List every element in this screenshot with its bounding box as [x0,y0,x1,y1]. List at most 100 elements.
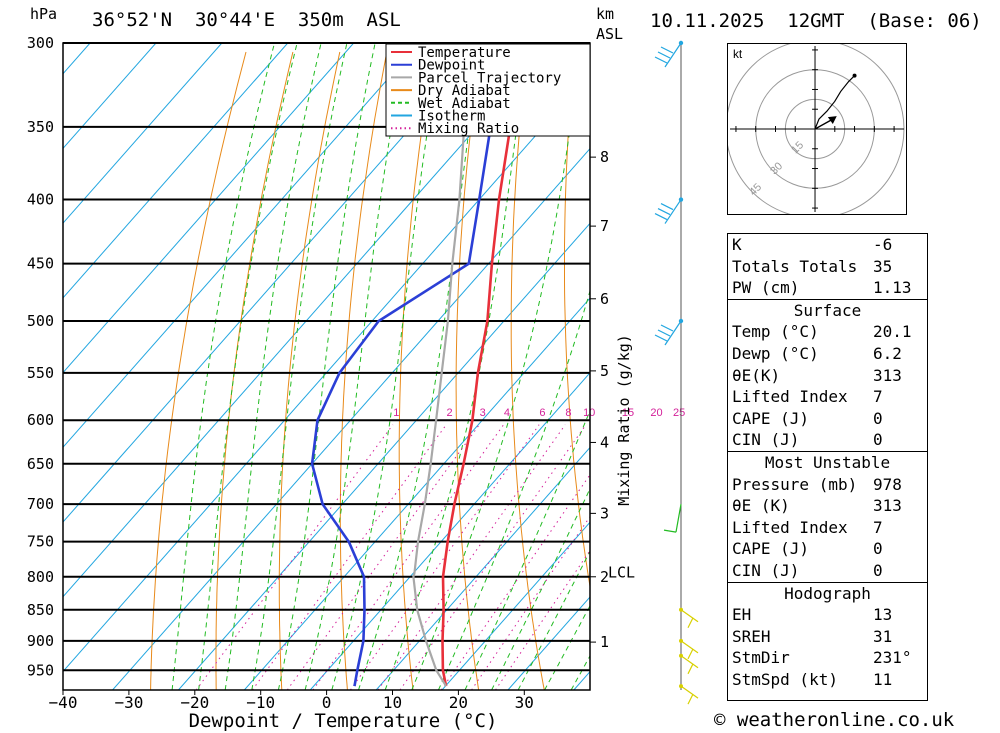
km-label: 5 [600,362,609,380]
legend-label: Wet Adiabat [418,96,511,112]
wet-adiabat-line [277,43,376,690]
table-row: PW (cm) 1.13 [728,277,927,299]
x-tick-label: 20 [449,693,468,712]
x-axis-title: Dewpoint / Temperature (°C) [189,710,498,732]
wet-adiabat-line [331,43,443,690]
mixing-ratio-label: 10 [583,407,595,419]
pressure-label: 900 [27,632,54,650]
mixing-ratio-label: 2 [447,407,453,419]
wet-adiabat-line [517,550,590,690]
km-label: 6 [600,290,609,308]
isotherm-line [63,73,590,673]
km-label: km [596,5,615,23]
row-label: θE (K) [732,496,790,516]
hpa-label: hPa [30,5,58,23]
row-label: CAPE (J) [732,539,810,559]
x-tick-label: −30 [114,693,143,712]
legend-label: Isotherm [418,109,485,125]
row-value: 35 [873,256,893,276]
row-label: Lifted Index [732,387,848,407]
dry-adiabat-line [564,51,590,590]
pressure-label: 350 [27,118,54,136]
wind-barb-flag [687,693,694,705]
km-label: 1 [600,633,609,651]
row-value: 7 [873,517,883,537]
hodograph-endpoint [852,73,857,78]
dry-adiabat-line [278,51,341,690]
pressure-label: 750 [27,533,54,551]
row-value: 978 [873,474,902,494]
row-value: 31 [873,626,893,646]
mixing-ratio-line [349,424,540,690]
row-label: EH [732,605,752,625]
mixing-ratio-label: 8 [565,407,571,419]
row-label: CIN (J) [732,430,800,450]
isotherm-line [63,43,223,224]
km-label: 2 [600,568,609,586]
table-row: StmSpd (kt) 11 [728,669,927,691]
wet-adiabat-line [224,43,322,690]
table-row: CIN (J) 0 [728,429,927,451]
wind-barb-flag [660,324,674,332]
row-label: PW (cm) [732,278,800,298]
dry-adiabat-line [398,51,435,690]
table-row: Dewp (°C) 6.2 [728,343,927,365]
mixing-ratio-axis-title: Mixing Ratio (g/kg) [615,334,633,506]
row-label: Dewp (°C) [732,343,819,363]
temperature-trace [441,43,530,687]
wet-adiabat-line [251,43,348,690]
mixing-ratio-label: 15 [622,407,634,419]
indices-table: K -6 Totals Totals 35 PW (cm) 1.13 Surface Te… [727,233,928,701]
wet-adiabat-line [411,43,583,690]
pressure-label: 650 [27,455,54,473]
pressure-label: 600 [27,411,54,429]
legend-label: Mixing Ratio [418,121,519,137]
isotherm-line [309,372,590,690]
table-row: SREH 31 [728,626,927,648]
legend-box [385,43,591,137]
dewpoint-trace [310,43,500,687]
mixing-ratio-label: 6 [539,407,545,419]
row-value: 0 [873,430,883,450]
mixing-ratio-line [195,424,394,690]
isotherm-line [63,43,355,374]
dry-adiabat-line [150,51,247,690]
dry-adiabat-line [339,51,388,690]
hodograph-ring-label: 45 [747,181,764,198]
table-row: CAPE (J) 0 [728,408,927,430]
row-value: 313 [873,365,902,385]
km-label: 8 [600,148,609,166]
row-label: StmDir [732,648,790,668]
surface-title: Surface [793,300,862,320]
table-row: CIN (J) 0 [728,560,927,582]
table-row: K -6 [728,234,927,256]
wind-barb-staff [680,609,699,623]
row-value: 13 [873,605,893,625]
table-row: θE (K) 313 [728,495,927,517]
isotherm-line [441,521,590,690]
row-value: 0 [873,539,883,559]
row-label: Temp (°C) [732,322,819,342]
x-tick-label: −40 [49,693,78,712]
mixing-ratio-line [399,424,587,690]
mixing-ratio-line [312,424,505,690]
row-label: K [732,235,742,254]
dry-adiabat-line [950,52,1000,690]
mixing-ratio-label: 25 [673,407,685,419]
mixing-ratio-line [286,424,480,690]
wet-adiabat-line [491,487,590,690]
row-value: 313 [873,496,902,516]
wind-barb-staff [664,42,682,68]
table-row: Lifted Index 7 [728,517,927,539]
dry-adiabat-line [510,51,545,690]
storm-motion-arrow [814,118,834,130]
legend-label: Parcel Trajectory [418,70,561,86]
pressure-label: 850 [27,601,54,619]
mixing-ratio-label: 20 [650,407,662,419]
mixing-ratio-label: 1 [393,407,399,419]
mixing-ratio-line [251,424,447,690]
copyright: © weatheronline.co.uk [714,709,955,731]
table-row: Pressure (mb) 978 [728,474,927,496]
isotherm-line [243,297,590,690]
